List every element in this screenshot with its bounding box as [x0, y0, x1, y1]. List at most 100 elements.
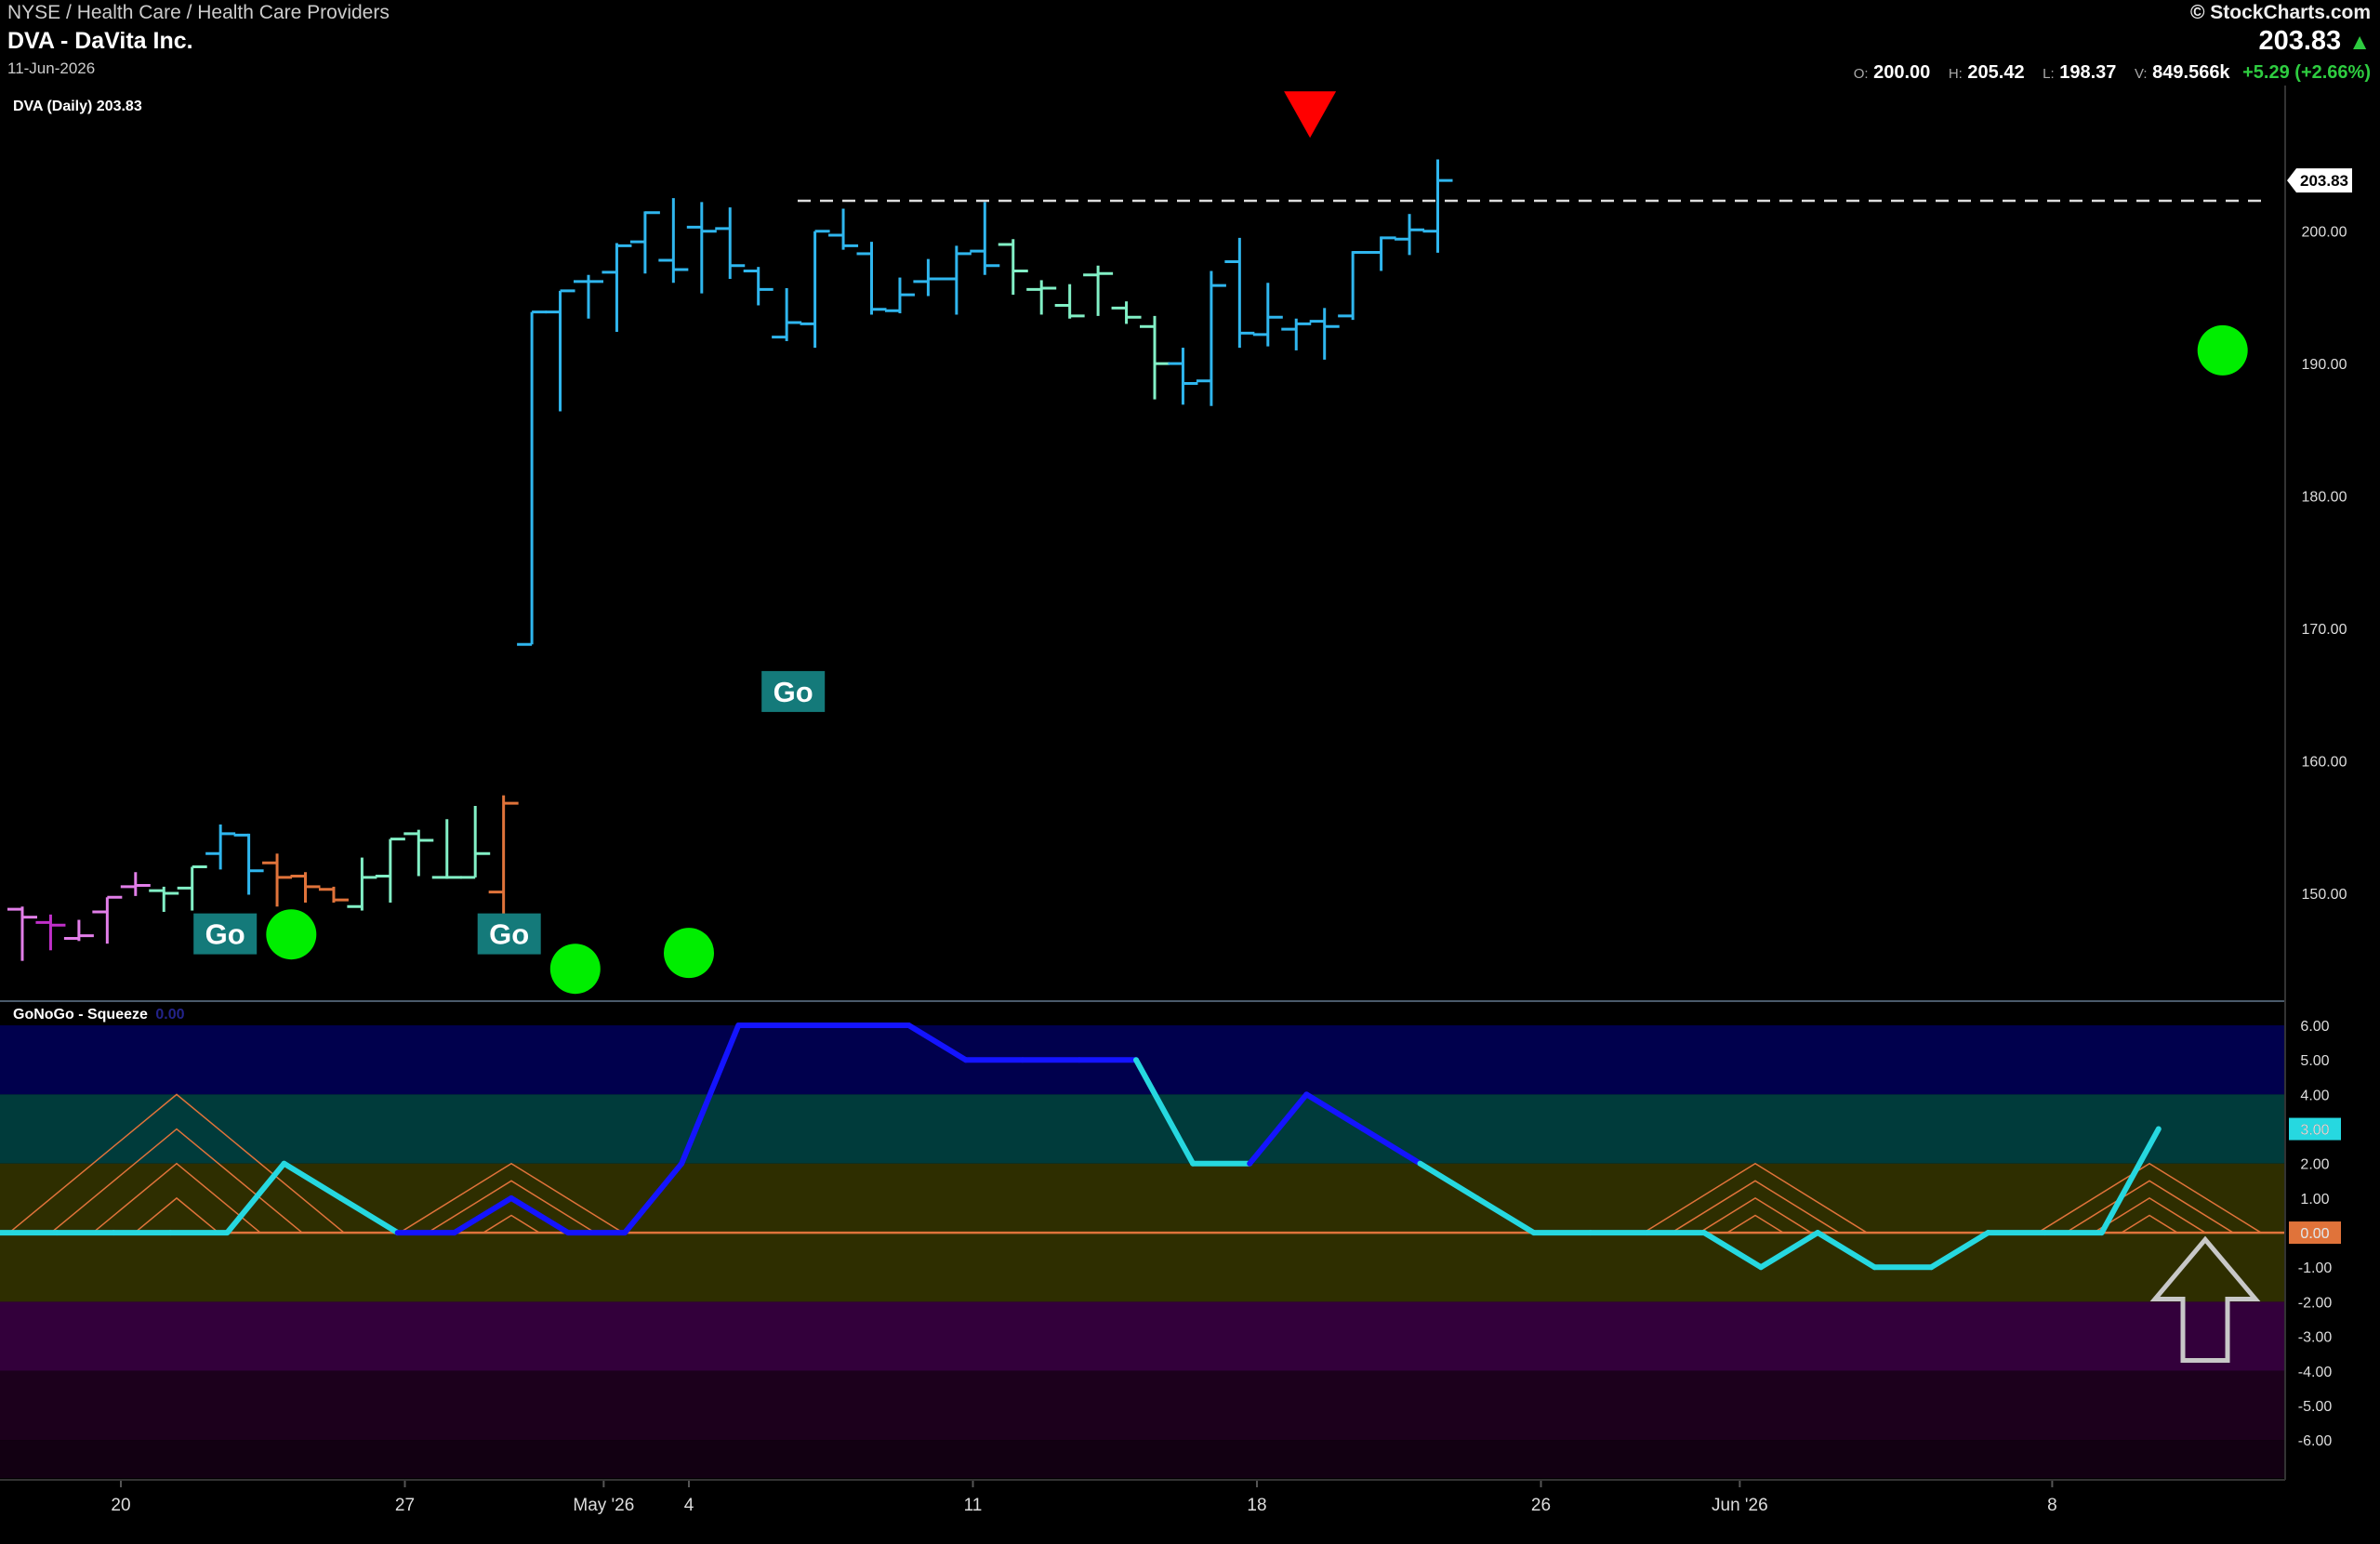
oscillator-tick-label: 5.00 — [2300, 1053, 2329, 1069]
go-label: Go — [477, 913, 541, 955]
price-tick-label: 180.00 — [2302, 490, 2347, 506]
ohlc-bar — [1338, 251, 1368, 321]
squeeze-fan — [1671, 1180, 1840, 1234]
ohlc-bar — [856, 242, 887, 315]
go-dot — [266, 909, 317, 960]
x-tick-label: 4 — [684, 1496, 694, 1515]
low-value: 198.37 — [2059, 62, 2117, 83]
ohlc-bar — [998, 239, 1028, 296]
zero-value-text: 0.00 — [2300, 1226, 2329, 1242]
oscillator-segment — [1474, 1194, 1537, 1236]
go-dot — [549, 944, 601, 995]
x-tick-label: 20 — [111, 1496, 130, 1515]
price-legend: DVA (Daily) 203.83 — [13, 99, 142, 115]
brand-label[interactable]: © StockCharts.com — [2189, 2, 2371, 23]
squeeze-fan — [483, 1214, 540, 1234]
go-label-text: Go — [489, 918, 529, 951]
oscillator-segment — [451, 1194, 514, 1236]
squeeze-fan — [50, 1128, 303, 1234]
x-tick-label: 8 — [2047, 1496, 2057, 1515]
ohlc-bar — [1026, 280, 1057, 315]
x-tick-label: Jun '26 — [1712, 1496, 1768, 1515]
ohlc-bar — [318, 886, 349, 904]
price-tick-label: 160.00 — [2302, 755, 2347, 771]
page-title: DVA - DaVita Inc. — [7, 28, 193, 54]
x-tick-label: May '26 — [573, 1496, 634, 1515]
oscillator-tick-label: 1.00 — [2300, 1192, 2329, 1207]
ohlc-bar — [1252, 283, 1283, 347]
oscillator-zone — [0, 1301, 2285, 1371]
ohlc-bar — [686, 202, 717, 294]
oscillator-tick-label: 2.00 — [2300, 1157, 2329, 1173]
oscillator-value-tag: 3.00 — [2289, 1117, 2341, 1141]
oscillator-segment — [1815, 1230, 1878, 1271]
squeeze-fan — [1726, 1214, 1784, 1234]
ohlc-bar — [602, 243, 632, 332]
x-tick-label: 11 — [964, 1496, 983, 1515]
ohlc-bar — [828, 208, 859, 250]
oscillator-segment — [1758, 1230, 1821, 1271]
oscillator-segment — [1701, 1230, 1765, 1271]
oscillator-segment — [1360, 1126, 1423, 1167]
up-arrow-icon: ▲ — [2348, 30, 2371, 55]
ohlc-bar — [35, 914, 66, 951]
go-label-box — [193, 913, 258, 955]
ohlc-bar — [970, 202, 1000, 275]
price-tick-label: 190.00 — [2302, 357, 2347, 373]
ohlc-bar — [1111, 301, 1142, 324]
oscillator-segment — [281, 1160, 344, 1201]
ohlc-bar — [347, 857, 377, 911]
oscillator-tick-label: -2.00 — [2298, 1295, 2333, 1311]
oscillator-segment — [224, 1160, 287, 1236]
ohlc-bar — [1168, 348, 1198, 405]
last-price: 203.83 ▲ — [2258, 26, 2371, 57]
ohlc-bar — [177, 865, 207, 911]
ohlc-bar — [517, 310, 548, 646]
oscillator-segment — [1928, 1230, 1991, 1271]
squeeze-fan — [2121, 1214, 2178, 1234]
go-label-box — [761, 670, 826, 712]
open-value: 200.00 — [1873, 62, 1931, 83]
price-tick-label: 200.00 — [2302, 225, 2347, 241]
oscillator-value-text: 3.00 — [2300, 1123, 2329, 1139]
oscillator-zone — [0, 1370, 2285, 1441]
ohlc-bar — [1083, 265, 1114, 316]
go-label: Go — [193, 913, 258, 955]
ohlc-bar — [1196, 271, 1226, 406]
ohlc-bar — [941, 245, 972, 315]
oscillator-tick-label: -1.00 — [2298, 1260, 2333, 1276]
oscillator-segment — [337, 1194, 401, 1236]
ohlc-bar — [1309, 308, 1340, 360]
ohlc-bar — [800, 230, 830, 349]
ohlc-bar — [92, 895, 123, 944]
price-tick-label: 150.00 — [2302, 887, 2347, 903]
oscillator-zone — [0, 1440, 2285, 1478]
oscillator-zone — [0, 1025, 2285, 1095]
ohlc-bar — [1395, 214, 1425, 256]
ohlc-bar — [1224, 237, 1255, 349]
oscillator-legend: GoNoGo - Squeeze 0.00 — [13, 1007, 185, 1023]
ohlc-bar — [574, 274, 603, 319]
ohlc-bar — [7, 906, 37, 961]
oscillator-tick-label: -4.00 — [2298, 1365, 2333, 1380]
oscillator-segment — [508, 1194, 571, 1236]
oscillator-tick-label: 6.00 — [2300, 1019, 2329, 1035]
ohlc-bar — [262, 853, 293, 907]
ohlc-bar — [1281, 318, 1312, 350]
ohlc-bar — [403, 829, 434, 877]
ohlc-bar — [1366, 236, 1396, 271]
breadcrumb: NYSE / Health Care / Health Care Provide… — [7, 2, 390, 23]
oscillator-segment — [1417, 1160, 1480, 1201]
ohlc-bar — [431, 819, 462, 879]
oscillator-tick-label: 4.00 — [2300, 1088, 2329, 1103]
ohlc-bar — [290, 872, 321, 904]
oscillator-tick-label: 0.00 — [2300, 1226, 2329, 1242]
ohlc-bar — [1422, 159, 1453, 253]
zero-value-box — [2289, 1221, 2341, 1245]
ohlc-bar — [233, 833, 264, 895]
oscillator-segment — [1303, 1091, 1367, 1132]
oscillator-tick-label: -6.00 — [2298, 1433, 2333, 1449]
ohlc-bar — [120, 872, 151, 896]
squeeze-fan — [8, 1093, 345, 1234]
